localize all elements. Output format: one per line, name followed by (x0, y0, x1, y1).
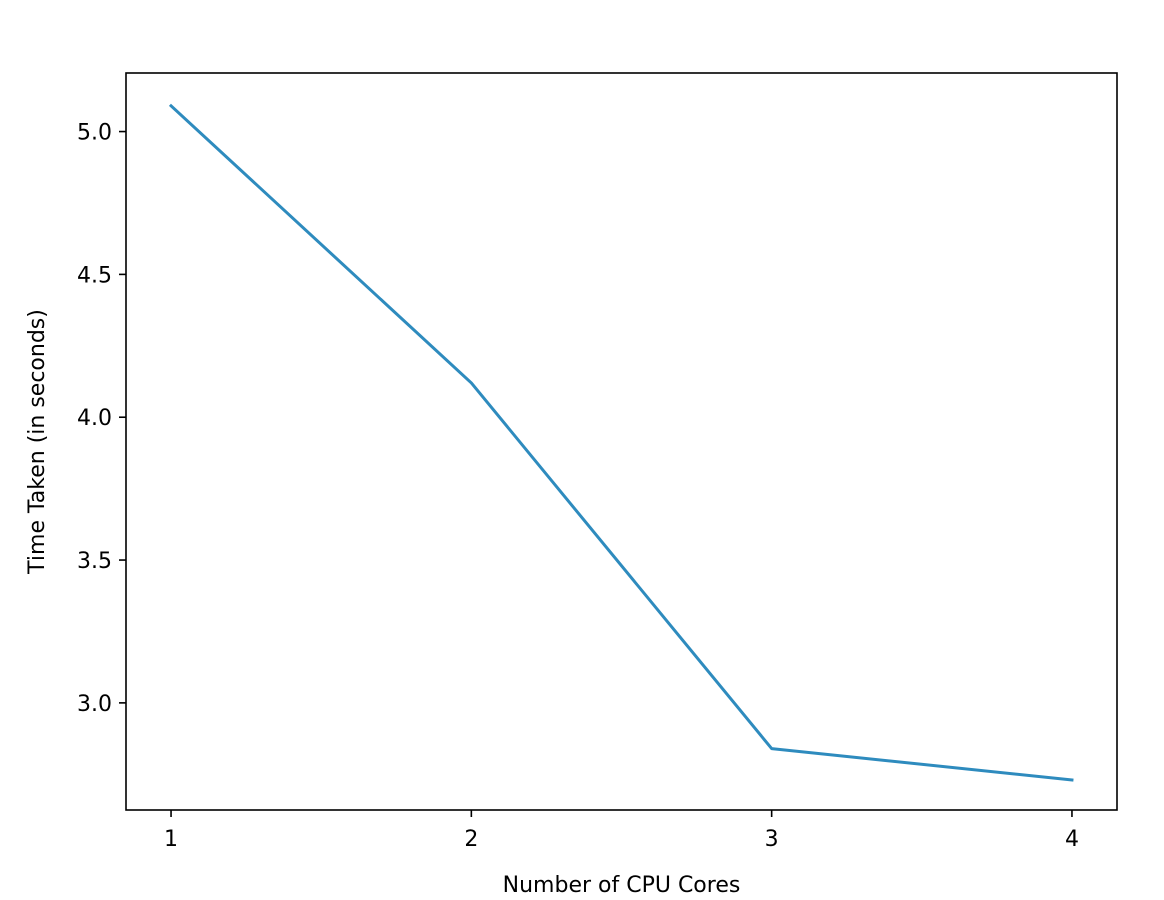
y-tick-label: 3.0 (77, 692, 112, 717)
x-axis-ticks: 1 2 3 4 (164, 810, 1079, 852)
y-tick-label: 4.5 (77, 263, 112, 288)
plot-frame (125, 72, 1118, 811)
x-tick-label: 1 (164, 827, 178, 852)
y-tick-label: 4.0 (77, 406, 112, 431)
y-axis-label: Time Taken (in seconds) (25, 309, 50, 575)
y-tick-label: 5.0 (77, 121, 112, 146)
y-axis-ticks: 3.0 3.5 4.0 4.5 5.0 (77, 121, 126, 717)
series-line-1 (168, 103, 1074, 782)
x-tick-label: 4 (1065, 827, 1079, 852)
x-tick-label: 3 (765, 827, 779, 852)
y-tick-label: 3.5 (77, 549, 112, 574)
plot-area (168, 103, 1074, 782)
x-axis-label: Number of CPU Cores (503, 873, 741, 898)
x-tick-label: 2 (464, 827, 478, 852)
